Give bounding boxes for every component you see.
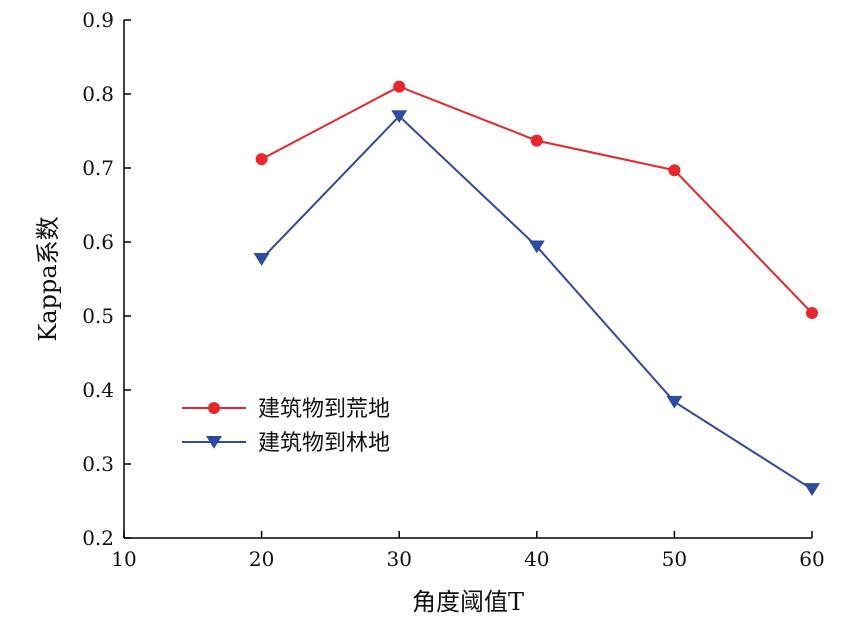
axes — [123, 20, 812, 539]
x-tick-label: 50 — [662, 547, 687, 571]
x-tick-label: 40 — [524, 547, 549, 571]
y-axis-title: Kappa系数 — [34, 216, 62, 341]
data-point — [666, 395, 683, 409]
legend-marker — [206, 436, 222, 449]
y-tick-label: 0.5 — [82, 304, 114, 328]
legend-item: 建筑物到荒地 — [182, 397, 390, 422]
data-point — [804, 483, 820, 496]
x-tick-label: 20 — [249, 547, 274, 571]
data-point — [391, 110, 408, 123]
x-ticks: 10 20 30 40 50 60 — [111, 531, 825, 571]
legend-label: 建筑物到荒地 — [258, 397, 390, 422]
data-point — [530, 134, 543, 147]
y-tick-label: 0.7 — [82, 156, 114, 180]
x-tick-label: 10 — [111, 547, 136, 571]
y-tick-label: 0.6 — [82, 230, 114, 254]
legend-item: 建筑物到林地 — [182, 431, 390, 456]
x-tick-label: 30 — [386, 547, 411, 571]
y-tick-label: 0.4 — [82, 378, 114, 402]
data-point — [253, 253, 270, 266]
legend-marker — [208, 402, 220, 414]
data-point — [806, 307, 818, 320]
y-tick-label: 0.2 — [82, 526, 114, 550]
series-1 — [255, 80, 818, 320]
series-2 — [253, 110, 820, 496]
data-point — [393, 80, 406, 93]
x-tick-label: 60 — [799, 547, 824, 571]
y-tick-label: 0.9 — [82, 8, 114, 32]
series-line — [261, 85, 813, 314]
series-layer — [253, 80, 820, 496]
legend-label: 建筑物到林地 — [258, 431, 390, 456]
data-point — [255, 153, 268, 166]
data-point — [668, 164, 681, 177]
y-tick-label: 0.3 — [82, 452, 114, 476]
x-axis-title: 角度阈值T — [412, 588, 524, 616]
y-tick-label: 0.8 — [82, 82, 114, 106]
y-ticks: 0.2 0.3 0.4 0.5 0.6 0.7 0.8 0.9 — [82, 8, 131, 550]
data-point — [528, 240, 545, 254]
